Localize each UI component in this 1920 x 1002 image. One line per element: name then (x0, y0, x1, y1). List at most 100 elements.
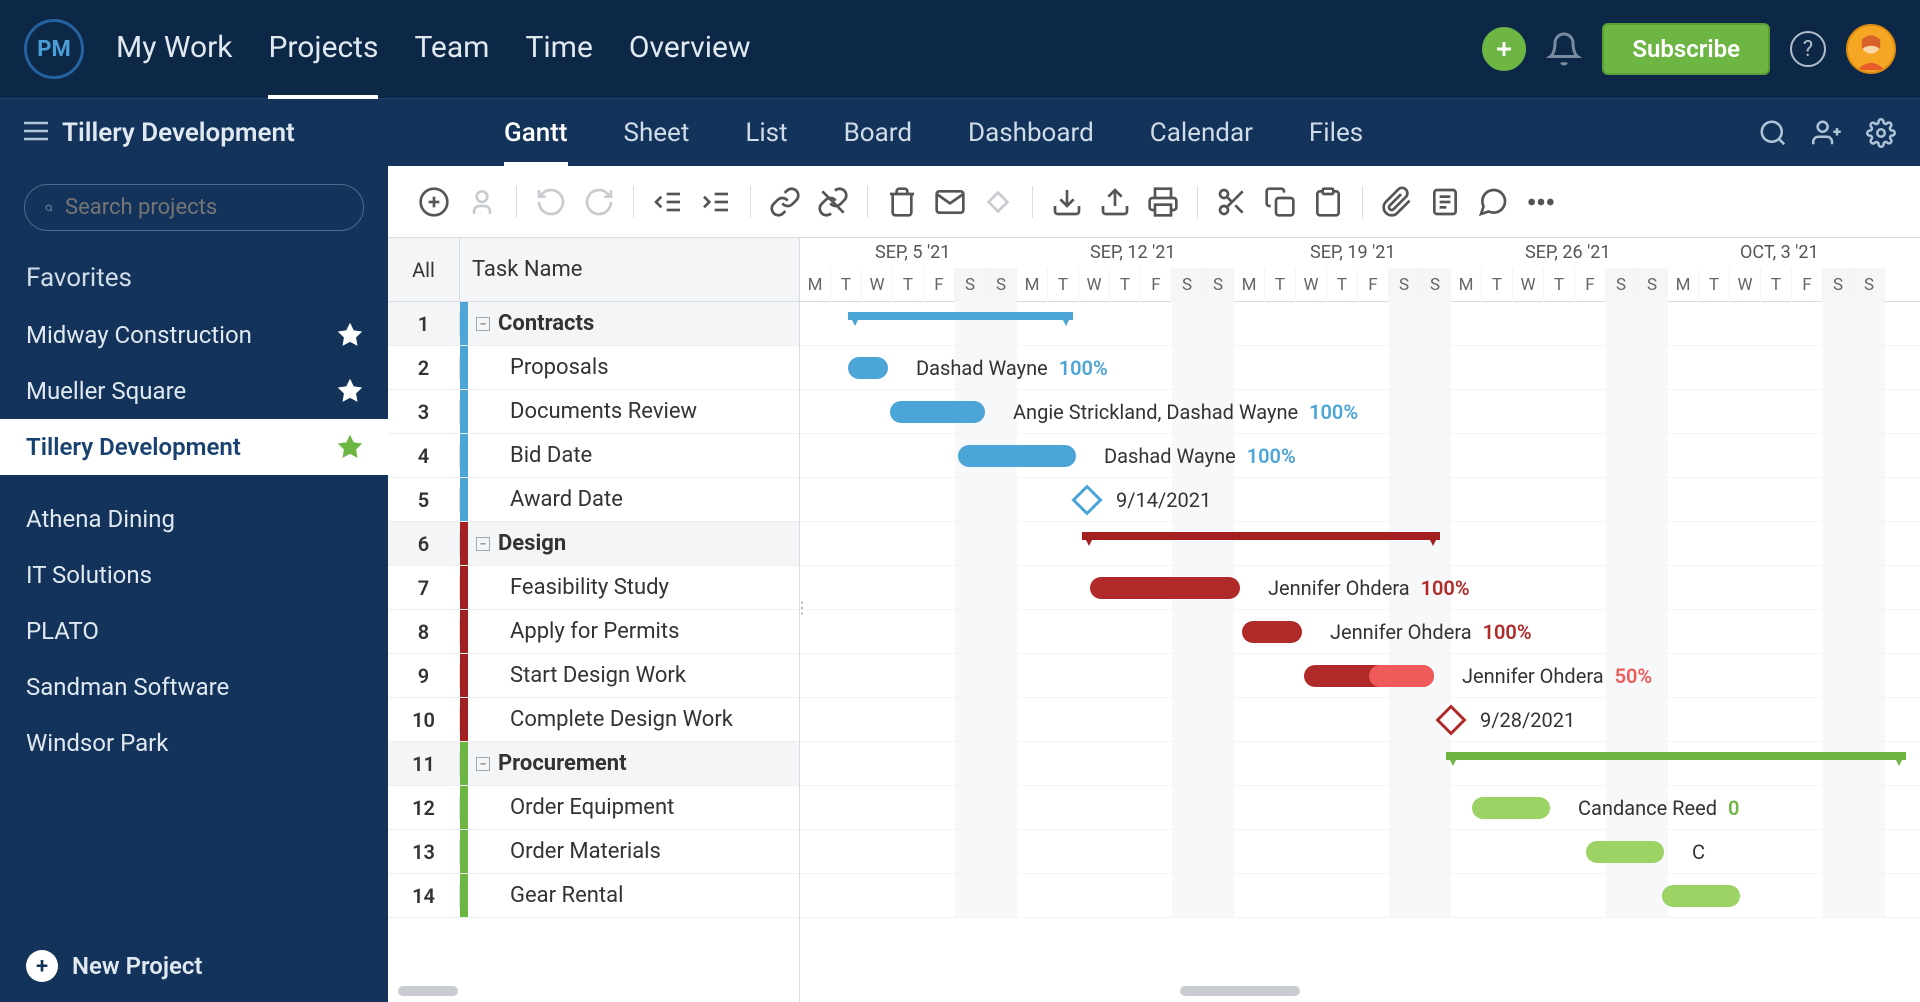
timeline-row[interactable] (800, 522, 1920, 566)
tab-list[interactable]: List (745, 100, 787, 166)
task-row[interactable]: 9Start Design Work (388, 654, 799, 698)
notifications-icon[interactable] (1546, 31, 1582, 67)
sidebar-item-athena-dining[interactable]: Athena Dining (0, 491, 388, 547)
search-input[interactable] (65, 195, 343, 220)
search-box[interactable] (24, 184, 364, 231)
timeline-row[interactable] (800, 874, 1920, 918)
task-row[interactable]: 4Bid Date (388, 434, 799, 478)
print-icon[interactable] (1147, 186, 1179, 218)
task-row[interactable]: 2Proposals (388, 346, 799, 390)
timeline-row[interactable]: Dashad Wayne 100% (800, 346, 1920, 390)
timeline-row[interactable] (800, 742, 1920, 786)
task-scroll-thumb[interactable] (398, 986, 458, 996)
tab-files[interactable]: Files (1309, 100, 1363, 166)
tab-dashboard[interactable]: Dashboard (968, 100, 1094, 166)
timeline-row[interactable]: C (800, 830, 1920, 874)
more-icon[interactable] (1525, 186, 1557, 218)
task-row[interactable]: 5Award Date (388, 478, 799, 522)
gantt-summary-bar[interactable] (1082, 532, 1440, 544)
new-project-button[interactable]: + New Project (0, 930, 388, 1002)
timeline-row[interactable]: 9/14/2021 (800, 478, 1920, 522)
export-icon[interactable] (1099, 186, 1131, 218)
gantt-bar[interactable] (1662, 885, 1740, 907)
topnav-team[interactable]: Team (414, 0, 489, 99)
timeline-body[interactable]: Dashad Wayne 100%Angie Strickland, Dasha… (800, 302, 1920, 918)
help-icon[interactable]: ? (1790, 31, 1826, 67)
task-row[interactable]: 8Apply for Permits (388, 610, 799, 654)
search-icon[interactable] (1758, 118, 1788, 148)
delete-icon[interactable] (886, 186, 918, 218)
link-icon[interactable] (769, 186, 801, 218)
gantt-bar[interactable] (890, 401, 985, 423)
subscribe-button[interactable]: Subscribe (1602, 23, 1770, 75)
topnav-my-work[interactable]: My Work (116, 0, 232, 99)
milestone-icon[interactable] (982, 186, 1014, 218)
star-icon[interactable] (338, 435, 362, 459)
comment-icon[interactable] (1477, 186, 1509, 218)
tab-sheet[interactable]: Sheet (624, 100, 690, 166)
sidebar-item-windsor-park[interactable]: Windsor Park (0, 715, 388, 771)
task-row[interactable]: 1−Contracts (388, 302, 799, 346)
timeline-row[interactable]: Angie Strickland, Dashad Wayne 100% (800, 390, 1920, 434)
timeline-row[interactable]: Dashad Wayne 100% (800, 434, 1920, 478)
collapse-icon[interactable]: − (476, 537, 490, 551)
envelope-icon[interactable] (934, 186, 966, 218)
task-row[interactable]: 10Complete Design Work (388, 698, 799, 742)
task-row[interactable]: 12Order Equipment (388, 786, 799, 830)
gantt-milestone[interactable] (1071, 484, 1102, 515)
topnav-projects[interactable]: Projects (268, 0, 378, 99)
collapse-icon[interactable]: − (476, 757, 490, 771)
attach-icon[interactable] (1381, 186, 1413, 218)
copy-icon[interactable] (1264, 186, 1296, 218)
cut-icon[interactable] (1216, 186, 1248, 218)
menu-icon[interactable] (24, 119, 48, 147)
task-row[interactable]: 7Feasibility Study (388, 566, 799, 610)
sidebar-item-tillery-development[interactable]: Tillery Development (0, 419, 388, 475)
gantt-bar[interactable] (1472, 797, 1550, 819)
paste-icon[interactable] (1312, 186, 1344, 218)
timeline-row[interactable]: Jennifer Ohdera 50% (800, 654, 1920, 698)
tab-gantt[interactable]: Gantt (504, 100, 568, 166)
import-icon[interactable] (1051, 186, 1083, 218)
topnav-overview[interactable]: Overview (629, 0, 751, 99)
gantt-bar[interactable] (1586, 841, 1664, 863)
settings-icon[interactable] (1866, 118, 1896, 148)
add-user-icon[interactable] (1812, 118, 1842, 148)
add-button[interactable] (1482, 27, 1526, 71)
task-row[interactable]: 11−Procurement (388, 742, 799, 786)
redo-icon[interactable] (583, 186, 615, 218)
sidebar-item-midway-construction[interactable]: Midway Construction (0, 307, 388, 363)
task-row[interactable]: 3Documents Review (388, 390, 799, 434)
tab-board[interactable]: Board (844, 100, 912, 166)
header-name[interactable]: Task Name (460, 238, 799, 301)
timeline-scroll-thumb[interactable] (1180, 986, 1300, 996)
gantt-bar[interactable] (848, 357, 888, 379)
tab-calendar[interactable]: Calendar (1150, 100, 1253, 166)
timeline-row[interactable]: 9/28/2021 (800, 698, 1920, 742)
gantt-summary-bar[interactable] (1446, 752, 1906, 764)
topnav-time[interactable]: Time (525, 0, 592, 99)
header-all[interactable]: All (388, 238, 460, 301)
star-icon[interactable] (338, 379, 362, 403)
user-avatar[interactable] (1846, 24, 1896, 74)
gantt-milestone[interactable] (1435, 704, 1466, 735)
sidebar-item-plato[interactable]: PLATO (0, 603, 388, 659)
add-task-icon[interactable] (418, 186, 450, 218)
task-row[interactable]: 6−Design (388, 522, 799, 566)
gantt-summary-bar[interactable] (848, 312, 1073, 324)
timeline-row[interactable]: Jennifer Ohdera 100% (800, 566, 1920, 610)
sidebar-item-sandman-software[interactable]: Sandman Software (0, 659, 388, 715)
gantt-bar[interactable] (1242, 621, 1302, 643)
notes-icon[interactable] (1429, 186, 1461, 218)
outdent-icon[interactable] (652, 186, 684, 218)
timeline-row[interactable] (800, 302, 1920, 346)
undo-icon[interactable] (535, 186, 567, 218)
logo[interactable]: PM (24, 19, 84, 79)
task-row[interactable]: 14Gear Rental (388, 874, 799, 918)
timeline-row[interactable]: Jennifer Ohdera 100% (800, 610, 1920, 654)
unlink-icon[interactable] (817, 186, 849, 218)
gantt-bar[interactable] (958, 445, 1076, 467)
timeline-row[interactable]: Candance Reed 0 (800, 786, 1920, 830)
collapse-icon[interactable]: − (476, 317, 490, 331)
sidebar-item-mueller-square[interactable]: Mueller Square (0, 363, 388, 419)
